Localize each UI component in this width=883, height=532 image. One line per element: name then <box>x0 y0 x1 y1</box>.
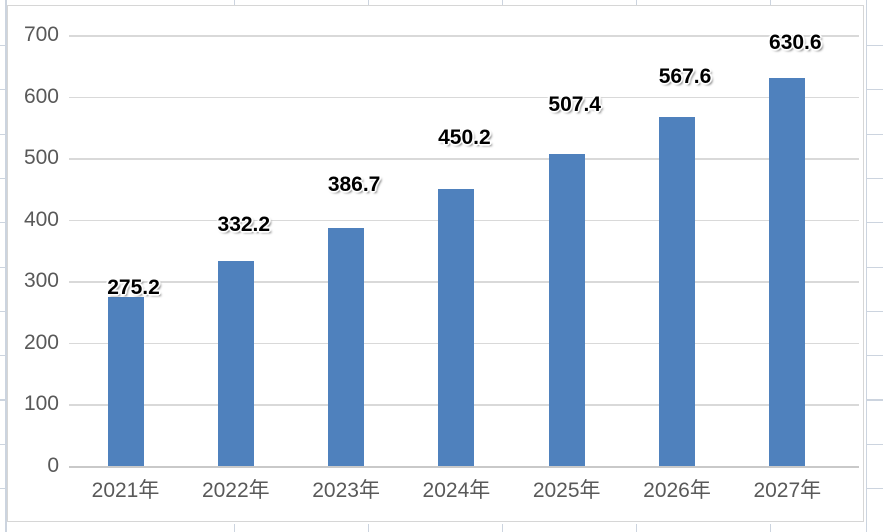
sheet-gridline <box>0 177 5 180</box>
sheet-gridline <box>636 524 638 532</box>
chart-bar-2026年[interactable] <box>659 116 695 466</box>
x-axis-category-label: 2023年 <box>312 479 380 502</box>
sheet-gridline <box>0 89 5 91</box>
sheet-gridline <box>866 266 883 268</box>
bar-data-label: 567.6 <box>658 64 712 88</box>
chart-bar-2024年[interactable] <box>438 188 475 466</box>
bar-chart-area[interactable]: 700 600 500 400 300 200 100 0 275.2 2021年 332.2 202… <box>7 5 864 522</box>
sheet-gridline <box>866 488 883 490</box>
chart-bar-2021年[interactable] <box>107 296 144 466</box>
sheet-gridline <box>502 0 504 5</box>
sheet-gridline <box>866 89 883 91</box>
sheet-gridline <box>502 524 504 532</box>
y-axis-tick-label: 400 <box>23 207 59 231</box>
bar-data-label: 275.2 <box>107 275 160 299</box>
plot-gridline <box>69 96 859 99</box>
bar-data-label: 507.4 <box>548 92 601 116</box>
sheet-gridline <box>866 177 883 180</box>
sheet-gridline <box>866 310 883 312</box>
sheet-gridline <box>866 399 883 401</box>
sheet-gridline <box>0 399 5 401</box>
plot-gridline <box>69 158 859 160</box>
sheet-gridline <box>0 310 5 312</box>
x-axis-category-label: 2024年 <box>422 479 491 502</box>
sheet-gridline <box>234 0 236 5</box>
sheet-gridline <box>0 488 5 490</box>
y-axis-tick-label: 300 <box>23 269 59 293</box>
y-axis-tick-label: 100 <box>23 392 59 416</box>
sheet-gridline <box>866 0 868 532</box>
y-axis-tick-label: 0 <box>47 454 59 477</box>
sheet-gridline <box>368 0 370 5</box>
sheet-gridline <box>0 222 5 224</box>
y-axis-tick-label: 700 <box>23 23 59 46</box>
y-axis-tick-label: 200 <box>23 330 59 354</box>
sheet-gridline <box>866 133 883 135</box>
sheet-gridline <box>234 524 236 532</box>
sheet-gridline <box>0 266 5 268</box>
chart-bar-2023年[interactable] <box>328 227 365 466</box>
x-axis-line <box>69 466 859 468</box>
sheet-gridline <box>636 0 638 5</box>
bar-data-label: 332.2 <box>217 213 271 237</box>
plot-area: 700 600 500 400 300 200 100 0 275.2 2021年 332.2 202… <box>8 6 863 521</box>
bar-data-label: 450.2 <box>438 125 491 149</box>
sheet-gridline <box>866 443 883 445</box>
x-axis-category-label: 2027年 <box>753 479 822 502</box>
sheet-gridline <box>866 222 883 224</box>
sheet-gridline <box>0 45 5 47</box>
x-axis-category-label: 2025年 <box>532 479 601 502</box>
sheet-gridline <box>5 0 7 532</box>
sheet-gridline <box>866 45 883 47</box>
sheet-gridline <box>866 355 883 357</box>
sheet-gridline <box>0 355 5 357</box>
y-axis-tick-label: 500 <box>23 146 59 170</box>
y-axis-tick-label: 600 <box>23 84 59 108</box>
chart-bar-2025年[interactable] <box>548 153 585 466</box>
x-axis-category-label: 2026年 <box>643 479 711 502</box>
chart-bar-2022年[interactable] <box>217 261 254 466</box>
chart-bar-2027年[interactable] <box>769 77 806 466</box>
x-axis-category-label: 2022年 <box>201 479 270 502</box>
bar-data-label: 386.7 <box>327 172 381 196</box>
bar-data-label: 630.6 <box>769 30 822 54</box>
sheet-gridline <box>0 133 5 135</box>
sheet-gridline <box>770 0 772 5</box>
sheet-gridline <box>0 443 5 445</box>
plot-gridline <box>69 35 859 37</box>
sheet-gridline <box>770 524 772 532</box>
x-axis-category-label: 2021年 <box>91 479 160 502</box>
sheet-gridline <box>368 524 370 532</box>
